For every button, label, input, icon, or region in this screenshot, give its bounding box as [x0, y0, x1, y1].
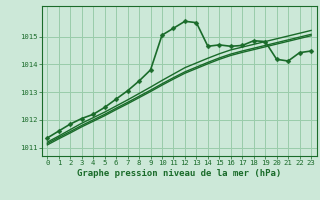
X-axis label: Graphe pression niveau de la mer (hPa): Graphe pression niveau de la mer (hPa) [77, 169, 281, 178]
